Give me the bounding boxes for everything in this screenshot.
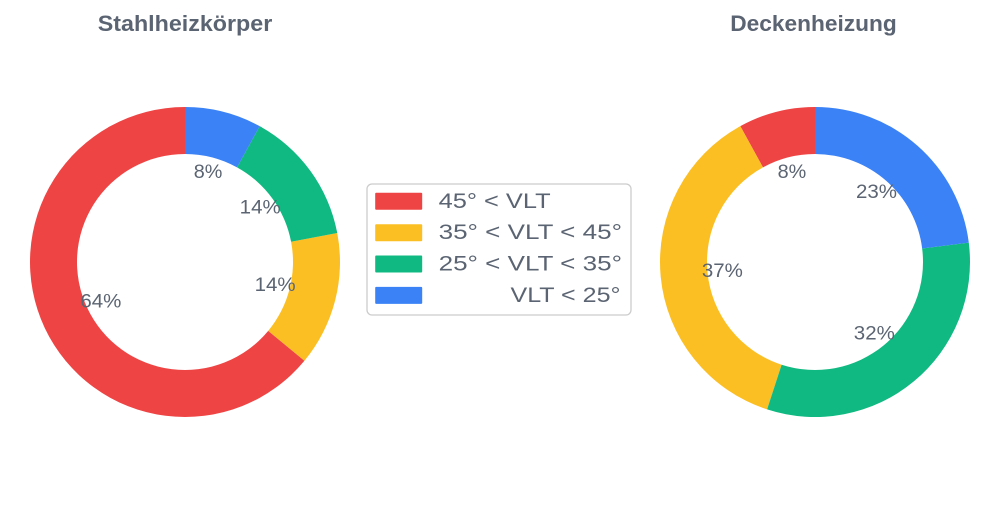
svg-text:14%: 14% <box>255 274 296 296</box>
svg-text:25° < VLT < 35°: 25° < VLT < 35° <box>439 253 622 276</box>
svg-text:8%: 8% <box>778 161 807 183</box>
svg-text:32%: 32% <box>854 323 895 345</box>
svg-text:14%: 14% <box>240 196 281 218</box>
svg-text:8%: 8% <box>194 161 223 183</box>
svg-text:64%: 64% <box>80 291 121 313</box>
svg-text:37%: 37% <box>702 260 743 282</box>
svg-text:23%: 23% <box>856 181 897 203</box>
svg-text:45° < VLT: 45° < VLT <box>439 190 551 213</box>
svg-text:Stahlheizkörper: Stahlheizkörper <box>98 11 273 36</box>
svg-text:Deckenheizung: Deckenheizung <box>730 11 897 36</box>
svg-text:35° < VLT < 45°: 35° < VLT < 45° <box>439 221 622 244</box>
svg-text:VLT < 25°: VLT < 25° <box>511 284 621 307</box>
